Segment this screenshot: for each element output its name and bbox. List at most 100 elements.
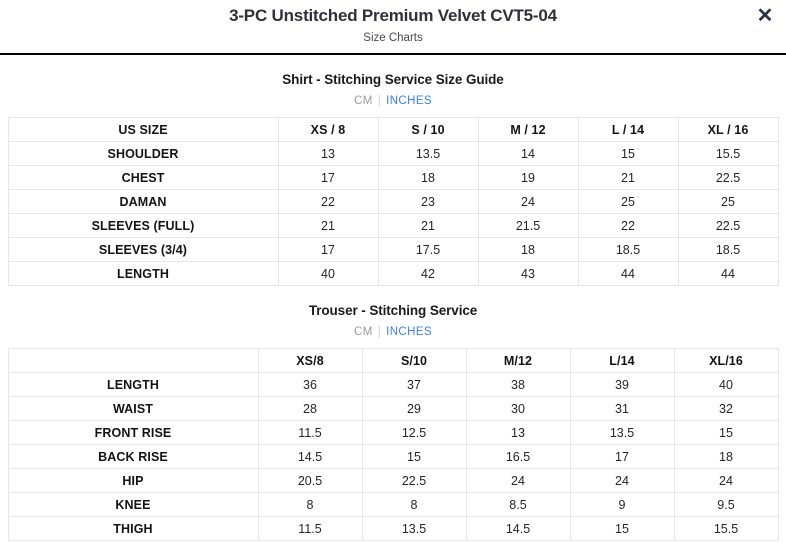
measurement-cell: 23 bbox=[377, 189, 479, 214]
measurement-cell: 24 bbox=[477, 189, 579, 214]
row-label: SLEEVES (FULL) bbox=[7, 213, 279, 238]
measurement-cell: 20.5 bbox=[257, 468, 363, 493]
measurement-cell: 17 bbox=[277, 237, 379, 262]
shirt-unit-inches[interactable]: INCHES bbox=[386, 95, 432, 107]
shirt-section-title: Shirt - Stitching Service Size Guide bbox=[282, 72, 504, 87]
measurement-cell: 32 bbox=[673, 396, 779, 421]
trouser-unit-cm[interactable]: CM bbox=[354, 326, 373, 338]
measurement-cell: 40 bbox=[277, 261, 379, 286]
trouser-section-title: Trouser - Stitching Service bbox=[308, 303, 478, 318]
column-header-size: S / 10 bbox=[377, 117, 479, 142]
measurement-cell: 9 bbox=[569, 492, 675, 517]
column-header-label bbox=[7, 348, 259, 373]
table-row: BACK RISE 14.5 15 16.5 17 18 bbox=[7, 444, 779, 469]
table-row: WAIST 28 29 30 31 32 bbox=[7, 396, 779, 421]
row-label: BACK RISE bbox=[7, 444, 259, 469]
measurement-cell: 22 bbox=[577, 213, 679, 238]
row-label: KNEE bbox=[7, 492, 259, 517]
table-row: SHOULDER 13 13.5 14 15 15.5 bbox=[7, 141, 779, 166]
measurement-cell: 30 bbox=[465, 396, 571, 421]
shirt-unit-toggle: CM | INCHES bbox=[0, 93, 786, 109]
measurement-cell: 18 bbox=[377, 165, 479, 190]
row-label: WAIST bbox=[7, 396, 259, 421]
measurement-cell: 22.5 bbox=[361, 468, 467, 493]
measurement-cell: 9.5 bbox=[673, 492, 779, 517]
measurement-cell: 24 bbox=[673, 468, 779, 493]
measurement-cell: 42 bbox=[377, 261, 479, 286]
measurement-cell: 8 bbox=[361, 492, 467, 517]
measurement-cell: 13.5 bbox=[377, 141, 479, 166]
measurement-cell: 11.5 bbox=[257, 420, 363, 445]
measurement-cell: 21 bbox=[277, 213, 379, 238]
column-header-size: M / 12 bbox=[477, 117, 579, 142]
table-row: FRONT RISE 11.5 12.5 13 13.5 15 bbox=[7, 420, 779, 445]
row-label: LENGTH bbox=[7, 261, 279, 286]
trouser-size-table: XS/8 S/10 M/12 L/14 XL/16 LENGTH 36 37 38 39 40 WAI… bbox=[7, 348, 779, 541]
column-header-size: XL / 16 bbox=[677, 117, 779, 142]
measurement-cell: 15 bbox=[361, 444, 467, 469]
measurement-cell: 18.5 bbox=[677, 237, 779, 262]
close-icon[interactable]: ✕ bbox=[756, 5, 774, 27]
table-row: HIP 20.5 22.5 24 24 24 bbox=[7, 468, 779, 493]
measurement-cell: 13 bbox=[465, 420, 571, 445]
measurement-cell: 37 bbox=[361, 372, 467, 397]
trouser-unit-separator: | bbox=[377, 326, 382, 338]
measurement-cell: 11.5 bbox=[257, 516, 363, 541]
measurement-cell: 22.5 bbox=[677, 165, 779, 190]
column-header-size: S/10 bbox=[361, 348, 467, 373]
measurement-cell: 8 bbox=[257, 492, 363, 517]
column-header-size: XS/8 bbox=[257, 348, 363, 373]
table-row: SLEEVES (3/4) 17 17.5 18 18.5 18.5 bbox=[7, 237, 779, 262]
measurement-cell: 24 bbox=[569, 468, 675, 493]
measurement-cell: 24 bbox=[465, 468, 571, 493]
measurement-cell: 40 bbox=[673, 372, 779, 397]
measurement-cell: 44 bbox=[577, 261, 679, 286]
row-label: CHEST bbox=[7, 165, 279, 190]
measurement-cell: 14.5 bbox=[257, 444, 363, 469]
measurement-cell: 15 bbox=[673, 420, 779, 445]
table-row: THIGH 11.5 13.5 14.5 15 15.5 bbox=[7, 516, 779, 541]
measurement-cell: 39 bbox=[569, 372, 675, 397]
measurement-cell: 38 bbox=[465, 372, 571, 397]
measurement-cell: 13.5 bbox=[569, 420, 675, 445]
measurement-cell: 29 bbox=[361, 396, 467, 421]
shirt-unit-cm[interactable]: CM bbox=[354, 95, 373, 107]
table-row: CHEST 17 18 19 21 22.5 bbox=[7, 165, 779, 190]
column-header-size: L / 14 bbox=[577, 117, 679, 142]
measurement-cell: 21 bbox=[577, 165, 679, 190]
trouser-table-body: XS/8 S/10 M/12 L/14 XL/16 LENGTH 36 37 38 39 40 WAI… bbox=[7, 348, 779, 541]
measurement-cell: 15 bbox=[577, 141, 679, 166]
measurement-cell: 18 bbox=[477, 237, 579, 262]
trouser-unit-inches[interactable]: INCHES bbox=[386, 326, 432, 338]
measurement-cell: 19 bbox=[477, 165, 579, 190]
measurement-cell: 13.5 bbox=[361, 516, 467, 541]
measurement-cell: 25 bbox=[677, 189, 779, 214]
measurement-cell: 31 bbox=[569, 396, 675, 421]
column-header-label: US SIZE bbox=[7, 117, 279, 142]
table-row: LENGTH 40 42 43 44 44 bbox=[7, 261, 779, 286]
row-label: SHOULDER bbox=[7, 141, 279, 166]
measurement-cell: 43 bbox=[477, 261, 579, 286]
column-header-size: XL/16 bbox=[673, 348, 779, 373]
measurement-cell: 14.5 bbox=[465, 516, 571, 541]
row-label: THIGH bbox=[7, 516, 259, 541]
column-header-size: M/12 bbox=[465, 348, 571, 373]
measurement-cell: 17 bbox=[277, 165, 379, 190]
row-label: FRONT RISE bbox=[7, 420, 259, 445]
measurement-cell: 36 bbox=[257, 372, 363, 397]
row-label: HIP bbox=[7, 468, 259, 493]
measurement-cell: 8.5 bbox=[465, 492, 571, 517]
measurement-cell: 21.5 bbox=[477, 213, 579, 238]
modal-header: 3-PC Unstitched Premium Velvet CVT5-04 S… bbox=[0, 0, 786, 55]
measurement-cell: 28 bbox=[257, 396, 363, 421]
table-row: KNEE 8 8 8.5 9 9.5 bbox=[7, 492, 779, 517]
measurement-cell: 15 bbox=[569, 516, 675, 541]
measurement-cell: 22.5 bbox=[677, 213, 779, 238]
shirt-section: Shirt - Stitching Service Size Guide CM |… bbox=[0, 55, 786, 286]
measurement-cell: 17 bbox=[569, 444, 675, 469]
table-row: LENGTH 36 37 38 39 40 bbox=[7, 372, 779, 397]
measurement-cell: 14 bbox=[477, 141, 579, 166]
